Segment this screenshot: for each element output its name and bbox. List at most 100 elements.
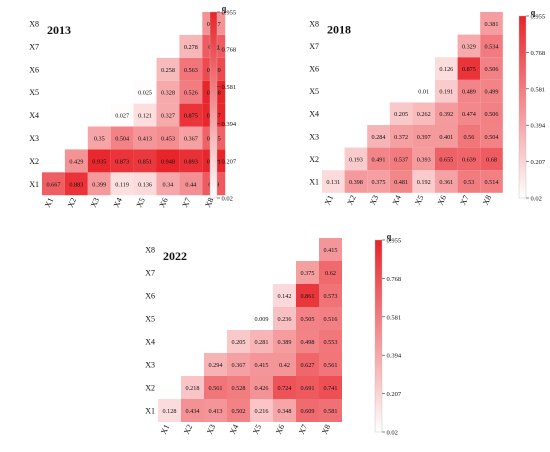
cell-value-label: 0.258 (161, 67, 175, 74)
x-tick-label: X6 (157, 196, 169, 209)
cell-value-label: 0.399 (92, 181, 106, 188)
colorbar-tick-label: 0.768 (531, 50, 546, 57)
x-tick-label: X4 (391, 194, 403, 207)
cell-value-label: 0.192 (417, 179, 431, 186)
heatmap-cell (156, 57, 180, 81)
cell-value-label: 0.393 (417, 156, 431, 163)
colorbar-tick-label: 0.955 (387, 238, 402, 245)
heatmap-cell (110, 126, 134, 150)
heatmap-cell (250, 353, 273, 376)
cell-value-label: 0.372 (394, 134, 408, 141)
cell-value-label: 0.413 (138, 135, 152, 142)
cell-value-label: 0.44 (185, 181, 196, 188)
heatmap-cell (296, 284, 319, 307)
cell-value-label: 0.392 (439, 111, 453, 118)
cell-value-label: 0.142 (278, 293, 292, 300)
colorbar-tick-label: 0.394 (387, 353, 402, 360)
heatmap-cell (133, 172, 157, 196)
cell-value-label: 0.367 (232, 362, 246, 369)
cell-value-label: 0.851 (138, 158, 152, 165)
colorbar: q0.955 0.768 0.581 0.394 0.207 0.02 (374, 232, 402, 437)
cell-value-label: 0.42 (279, 362, 290, 369)
cell-value-label: 0.489 (462, 89, 476, 96)
colorbar-tick-label: 0.394 (531, 123, 546, 130)
y-tick-label: X1 (29, 180, 39, 189)
heatmap-cell (457, 57, 481, 80)
heatmap-cell (204, 376, 227, 399)
heatmap-cell (296, 376, 319, 399)
heatmap-cell (319, 376, 342, 399)
heatmap-cell (156, 149, 180, 173)
heatmap-cell (480, 102, 503, 125)
heatmap-panel-2013: 0.6670.8830.3990.1190.1360.340.440.690.4… (29, 4, 237, 209)
cell-value-label: 0.01 (418, 89, 429, 96)
cell-value-label: 0.516 (324, 316, 338, 323)
heatmap-cell (273, 376, 296, 399)
cell-value-label: 0.526 (184, 90, 198, 97)
heatmap-cell (64, 172, 88, 196)
heatmap-cell (319, 307, 342, 330)
heatmap-cell (296, 330, 319, 353)
heatmap-cell (480, 34, 503, 58)
cell-value-label: 0.121 (138, 113, 152, 120)
cell-value-label: 0.502 (232, 408, 246, 415)
heatmap-cell (179, 172, 203, 196)
heatmap-cell (480, 125, 503, 148)
heatmap-cell (319, 353, 342, 376)
colorbar: q0.955 0.768 0.581 0.394 0.207 0.02 (518, 8, 546, 203)
heatmap-cell (110, 172, 134, 196)
y-tick-label: X4 (29, 111, 39, 120)
cell-value-label: 0.563 (184, 67, 198, 74)
cell-value-label: 0.62 (325, 270, 336, 277)
heatmap-cell (227, 399, 250, 422)
cell-value-label: 0.498 (301, 339, 315, 346)
heatmap-cell (435, 102, 458, 125)
cell-value-label: 0.474 (462, 111, 476, 118)
heatmap-cell (412, 125, 435, 148)
heatmap-cell (322, 170, 345, 193)
y-tick-label: X3 (145, 361, 155, 370)
cell-value-label: 0.68 (486, 156, 497, 163)
x-tick-label: X4 (112, 196, 124, 209)
heatmap-cell (435, 147, 458, 171)
y-tick-label: X3 (309, 132, 319, 141)
y-tick-label: X7 (309, 42, 319, 51)
heatmap-cell (435, 170, 458, 193)
colorbar-label: q (387, 232, 392, 241)
colorbar-tick-label: 0.581 (531, 86, 546, 93)
heatmap-cell (179, 126, 203, 150)
heatmap-cell (435, 125, 458, 148)
heatmap-panel-2022: 0.128 0.434 0.413 0.502 0.216 0.348 0.609 0.581… (145, 232, 402, 437)
heatmap-cell (133, 103, 157, 127)
heatmap-cell (344, 170, 368, 193)
colorbar-gradient (374, 239, 383, 433)
cell-value-label: 0.205 (394, 111, 408, 118)
cell-value-label: 0.491 (372, 156, 386, 163)
colorbar-gradient (518, 15, 527, 199)
heatmap-cell (273, 284, 296, 307)
heatmap-cell (296, 353, 319, 376)
heatmap-cell (319, 261, 342, 284)
colorbar-gradient (209, 11, 218, 199)
heatmap-cell (412, 79, 435, 103)
cell-value-label: 0.278 (184, 44, 198, 51)
heatmap-cell (296, 261, 319, 284)
heatmap-cell (133, 126, 157, 150)
cell-value-label: 0.262 (417, 111, 431, 118)
heatmap-cell (227, 330, 250, 353)
heatmap-cell (250, 307, 273, 330)
cell-value-label: 0.34 (163, 181, 174, 188)
cell-value-label: 0.504 (115, 135, 129, 142)
heatmap-cell (181, 376, 204, 399)
x-tick-label: X2 (182, 423, 194, 436)
cell-value-label: 0.53 (463, 179, 474, 186)
y-tick-label: X6 (145, 292, 155, 301)
heatmap-cell (273, 330, 296, 353)
heatmap-cell (227, 376, 250, 399)
heatmap-cell (319, 399, 342, 422)
x-tick-label: X2 (345, 194, 357, 207)
cell-value-label: 0.627 (301, 362, 315, 369)
x-tick-label: X5 (251, 423, 263, 436)
heatmap-cell (110, 149, 134, 173)
cell-value-label: 0.581 (324, 408, 338, 415)
